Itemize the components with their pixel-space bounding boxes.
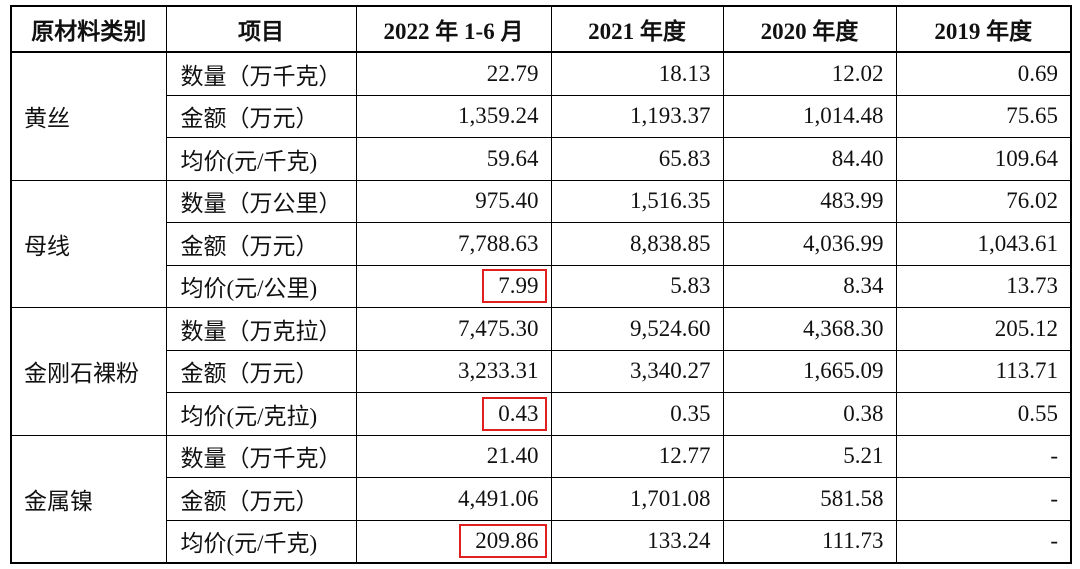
value-cell: 109.64 (895, 137, 1072, 181)
value-cell: 8,838.85 (550, 222, 724, 266)
value-cell: 1,701.08 (550, 477, 724, 521)
value-cell: 65.83 (550, 137, 724, 181)
value-cell: 205.12 (895, 307, 1072, 351)
data-table: 原材料类别 项目 2022 年 1-6 月 2021 年度 2020 年度 2019 年度… (10, 5, 1072, 564)
header-row: 原材料类别 项目 2022 年 1-6 月 2021 年度 2020 年度 2019 年度 (10, 5, 1072, 53)
value-cell: 7.99 (355, 264, 552, 308)
value-cell: 8.34 (722, 264, 897, 308)
table-container: 原材料类别 项目 2022 年 1-6 月 2021 年度 2020 年度 2019 年度… (10, 5, 1072, 564)
header-cell: 2019 年度 (895, 5, 1072, 53)
value-cell: 12.77 (550, 434, 724, 478)
highlighted-value: 209.86 (459, 524, 547, 559)
item-cell: 均价(元/千克) (165, 137, 357, 181)
category-cell: 金刚石裸粉 (10, 307, 167, 436)
value-cell: 7,788.63 (355, 222, 552, 266)
table-row: 金额（万元） 1,359.24 1,193.37 1,014.48 75.65 (11, 94, 1072, 138)
table-row: 金额（万元） 7,788.63 8,838.85 4,036.99 1,043.61 (11, 222, 1072, 266)
value-cell: 12.02 (722, 51, 897, 96)
value-cell: 9,524.60 (550, 307, 724, 351)
value-cell: 13.73 (895, 264, 1072, 308)
item-cell: 金额（万元） (165, 222, 357, 266)
highlighted-value: 0.43 (482, 396, 547, 431)
category-cell: 黄丝 (10, 51, 167, 181)
item-cell: 数量（万千克） (165, 51, 357, 96)
table-row: 均价(元/千克) 59.64 65.83 84.40 109.64 (11, 137, 1072, 181)
item-cell: 数量（万千克） (165, 434, 357, 478)
item-cell: 均价(元/克拉) (165, 392, 357, 436)
value-cell: 133.24 (550, 519, 724, 564)
highlighted-value: 7.99 (482, 269, 547, 304)
item-cell: 均价(元/千克) (165, 519, 357, 564)
value-cell: 76.02 (895, 179, 1072, 223)
item-cell: 金额（万元） (165, 349, 357, 393)
header-cell: 2022 年 1-6 月 (355, 5, 552, 53)
value-cell: 0.43 (355, 392, 552, 436)
value-cell: 59.64 (355, 137, 552, 181)
table-row: 均价(元/千克) 209.86 133.24 111.73- (11, 519, 1072, 564)
value-cell: 1,193.37 (550, 94, 724, 138)
item-cell: 均价(元/公里) (165, 264, 357, 308)
table-row: 金额（万元） 4,491.06 1,701.08 581.58- (11, 477, 1072, 521)
value-cell: - (895, 477, 1072, 521)
value-cell: 0.69 (895, 51, 1072, 96)
value-cell: 0.55 (895, 392, 1072, 436)
value-cell: 75.65 (895, 94, 1072, 138)
item-cell: 数量（万克拉） (165, 307, 357, 351)
table-row: 均价(元/克拉) 0.43 0.35 0.38 0.55 (11, 392, 1072, 436)
value-cell: 975.40 (355, 179, 552, 223)
item-cell: 数量（万公里） (165, 179, 357, 223)
table-row: 黄丝 数量（万千克） 22.79 18.13 12.02 0.69 (10, 51, 1072, 181)
value-cell: 5.21 (722, 434, 897, 478)
value-cell: 3,340.27 (550, 349, 724, 393)
category-cell: 金属镍 (10, 434, 167, 564)
value-cell: 209.86 (355, 519, 552, 564)
header-cell: 2020 年度 (722, 5, 897, 53)
value-cell: - (895, 519, 1072, 564)
item-cell: 金额（万元） (165, 94, 357, 138)
table-row: 金刚石裸粉 数量（万克拉） 7,475.30 9,524.60 4,368.30 205.… (10, 307, 1072, 436)
value-cell: 3,233.31 (355, 349, 552, 393)
value-cell: - (895, 434, 1072, 478)
table-row: 母线 数量（万公里） 975.40 1,516.35 483.99 76.02 (10, 179, 1072, 308)
value-cell: 0.38 (722, 392, 897, 436)
value-cell: 483.99 (722, 179, 897, 223)
table-row: 均价(元/公里) 7.99 5.83 8.34 13.73 (11, 264, 1072, 308)
value-cell: 22.79 (355, 51, 552, 96)
value-cell: 21.40 (355, 434, 552, 478)
value-cell: 4,368.30 (722, 307, 897, 351)
value-cell: 1,665.09 (722, 349, 897, 393)
value-cell: 4,036.99 (722, 222, 897, 266)
value-cell: 1,014.48 (722, 94, 897, 138)
value-cell: 113.71 (895, 349, 1072, 393)
value-cell: 84.40 (722, 137, 897, 181)
table-row: 金额（万元） 3,233.31 3,340.27 1,665.09 113.71 (11, 349, 1072, 393)
value-cell: 111.73 (722, 519, 897, 564)
value-cell: 1,043.61 (895, 222, 1072, 266)
category-cell: 母线 (10, 179, 167, 308)
header-cell: 项目 (165, 5, 357, 53)
value-cell: 1,516.35 (550, 179, 724, 223)
value-cell: 4,491.06 (355, 477, 552, 521)
header-cell: 2021 年度 (550, 5, 724, 53)
value-cell: 1,359.24 (355, 94, 552, 138)
item-cell: 金额（万元） (165, 477, 357, 521)
header-cell: 原材料类别 (10, 5, 167, 53)
table-row: 金属镍 数量（万千克） 21.40 12.77 5.21- (10, 434, 1072, 564)
value-cell: 581.58 (722, 477, 897, 521)
value-cell: 0.35 (550, 392, 724, 436)
value-cell: 5.83 (550, 264, 724, 308)
value-cell: 7,475.30 (355, 307, 552, 351)
value-cell: 18.13 (550, 51, 724, 96)
